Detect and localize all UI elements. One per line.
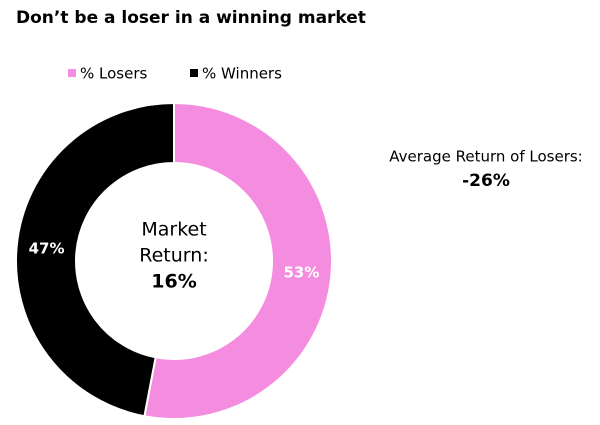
value-label: 47% [29, 239, 65, 257]
legend-swatch [190, 69, 198, 77]
annotation-value: -26% [462, 171, 510, 191]
donut-slice [143, 101, 334, 420]
center-label: Market [141, 219, 206, 241]
legend-label: % Losers [80, 65, 148, 83]
annotation: Average Return of Losers: [389, 148, 582, 166]
legend-label: % Winners [202, 65, 282, 83]
center-label: Return: [139, 245, 208, 267]
value-label: 53% [283, 264, 319, 282]
donut-slice [15, 101, 175, 418]
legend-swatch [68, 69, 76, 77]
chart-title: Don’t be a loser in a winning market [16, 8, 366, 28]
center-value: 16% [151, 271, 196, 293]
